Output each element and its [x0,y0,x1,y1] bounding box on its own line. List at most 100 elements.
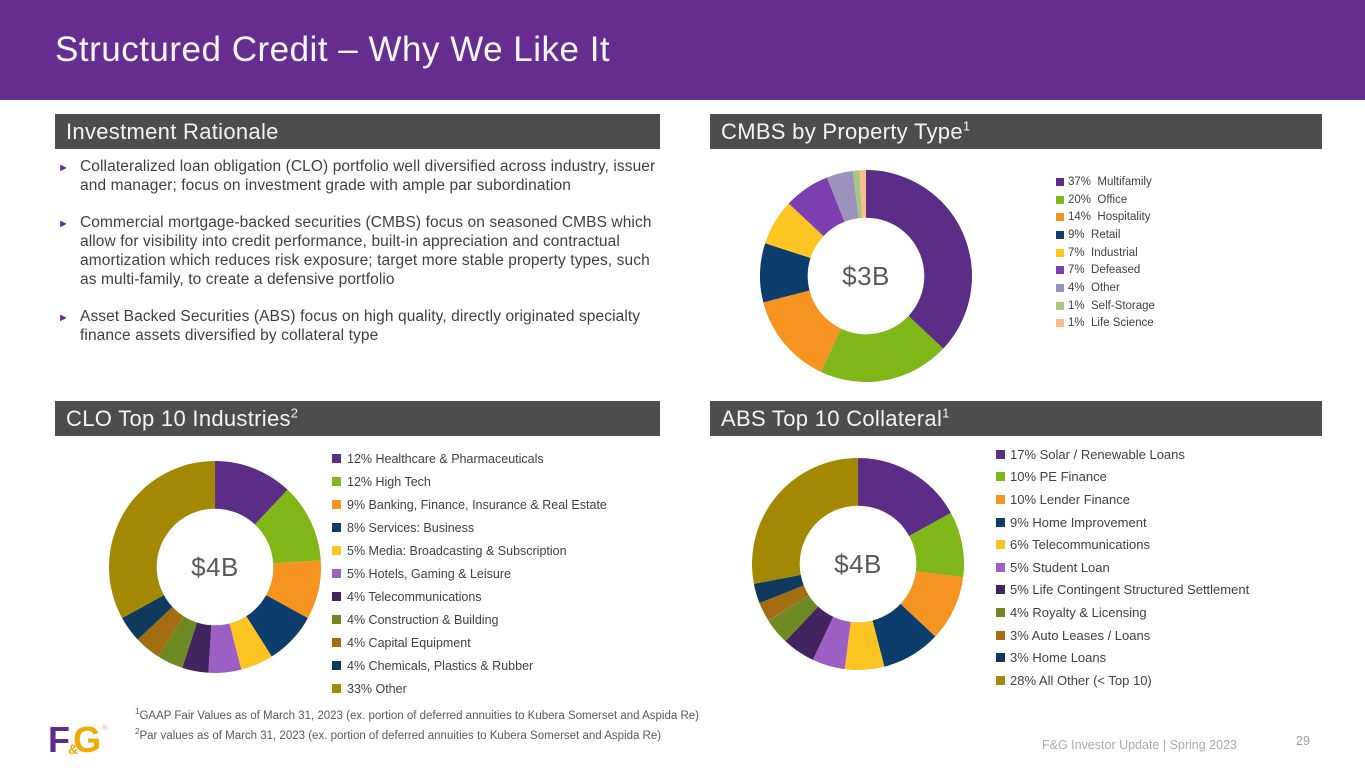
legend-item: 3% Home Loans [996,646,1249,669]
legend-swatch [332,684,341,693]
donut-slice-home-improvement [752,458,964,670]
legend-label: 8% Services: Business [347,520,475,535]
legend-label: 9% Home Improvement [1010,514,1147,530]
donut-slice-other [109,461,321,673]
legend-label: 6% Telecommunications [1010,537,1150,553]
donut-slice-multifamily [760,170,972,382]
legend-item: 10% Lender Finance [996,488,1249,511]
section-header-label: Investment Rationale [66,119,279,144]
donut-slice-construction-building [109,461,321,673]
bullet-item: ► Commercial mortgage-backed securities … [58,213,662,289]
footnote-marker: 2 [290,405,299,421]
legend-label: 3% Home Loans [1010,650,1107,666]
legend-swatch [996,472,1005,482]
cmbs-donut-chart: $3B [760,170,972,382]
registered-mark: ® [102,725,108,732]
legend-label: 9% Retail [1068,228,1121,241]
legend-item: 4% Telecommunications [332,585,607,608]
bullet-triangle-icon: ► [58,218,69,230]
footnote-marker: 2 [135,726,140,736]
legend-swatch [1056,195,1064,204]
legend-label: 17% Solar / Renewable Loans [1010,446,1185,462]
donut-slice-telecommunications [752,458,964,670]
legend-label: 14% Hospitality [1068,211,1151,224]
page-number: 29 [1296,734,1310,748]
legend-label: 1% Life Science [1068,317,1154,330]
legend-swatch [996,494,1005,504]
legend-swatch [1056,248,1064,257]
legend-label: 7% Industrial [1068,246,1138,259]
legend-swatch [332,661,341,670]
legend-item: 6% Telecommunications [996,533,1249,556]
legend-label: 37% Multifamily [1068,175,1152,188]
legend-label: 5% Hotels, Gaming & Leisure [347,566,511,581]
abs-legend: 17% Solar / Renewable Loans 10% PE Financ… [996,443,1249,692]
legend-label: 4% Capital Equipment [347,635,471,650]
legend-item: 4% Construction & Building [332,608,607,631]
legend-label: 12% Healthcare & Pharmaceuticals [347,451,544,466]
legend-item: 5% Hotels, Gaming & Leisure [332,562,607,585]
legend-item: 1% Life Science [1056,315,1155,333]
donut-slice-media-broadcasting-subscription [109,461,321,673]
section-header-cmbs: CMBS by Property Type1 [710,114,1322,149]
legend-label: 4% Construction & Building [347,612,499,627]
legend-item: 5% Life Contingent Structured Settlement [996,579,1249,602]
legend-label: 5% Student Loan [1010,559,1110,575]
legend-item: 5% Student Loan [996,556,1249,579]
donut-slice-lender-finance [752,458,964,670]
legend-swatch [332,615,341,624]
legend-item: 7% Industrial [1056,244,1155,262]
legend-swatch [1056,266,1064,275]
legend-item: 3% Auto Leases / Loans [996,624,1249,647]
legend-item: 4% Chemicals, Plastics & Rubber [332,654,607,677]
section-header-label: ABS Top 10 Collateral [721,406,943,431]
donut-slice-capital-equipment [109,461,321,673]
legend-item: 9% Banking, Finance, Insurance & Real Es… [332,493,607,516]
legend-label: 20% Office [1068,193,1128,206]
donut-slice-hotels-gaming-leisure [109,461,321,673]
donut-slice-self-storage [760,170,972,382]
legend-swatch [332,638,341,647]
legend-item: 4% Other [1056,279,1155,297]
legend-swatch [996,449,1005,459]
footnote-line: 1GAAP Fair Values as of March 31, 2023 (… [135,704,699,724]
donut-slice-chemicals-plastics-rubber [109,461,321,673]
footer-text: F&G Investor Update | Spring 2023 [1041,738,1237,752]
title-bar: Structured Credit – Why We Like It [0,0,1365,100]
legend-item: 20% Office [1056,191,1155,209]
legend-swatch [1056,177,1064,186]
legend-label: 10% Lender Finance [1010,491,1130,507]
footnotes: 1GAAP Fair Values as of March 31, 2023 (… [135,704,699,744]
legend-swatch [996,653,1005,663]
donut-slice-royalty-licensing [752,458,964,670]
legend-item: 10% PE Finance [996,466,1249,489]
bullet-triangle-icon: ► [58,312,69,324]
legend-swatch [996,562,1005,572]
legend-item: 4% Royalty & Licensing [996,601,1249,624]
legend-item: 7% Defeased [1056,261,1155,279]
section-header-abs: ABS Top 10 Collateral1 [710,401,1322,436]
cmbs-legend: 37% Multifamily 20% Office 14% Hospitality… [1056,173,1155,332]
legend-item: 9% Home Improvement [996,511,1249,534]
legend-item: 37% Multifamily [1056,173,1155,191]
legend-label: 9% Banking, Finance, Insurance & Real Es… [347,497,607,512]
bullet-text: Commercial mortgage-backed securities (C… [80,214,652,288]
legend-label: 10% PE Finance [1010,469,1107,485]
footnote-marker: 1 [942,405,950,421]
legend-item: 8% Services: Business [332,516,607,539]
logo-letter-g: G [73,719,102,760]
footnote-line: 2Par values as of March 31, 2023 (ex. po… [135,724,699,744]
donut-slice-high-tech [109,461,321,673]
legend-swatch [332,592,341,601]
legend-swatch [1056,213,1064,222]
section-header-investment-rationale: Investment Rationale [55,114,660,149]
footnote-text: GAAP Fair Values as of March 31, 2023 (e… [139,709,700,722]
legend-swatch [1056,301,1064,310]
legend-item: 14% Hospitality [1056,208,1155,226]
legend-swatch [332,500,341,509]
investment-rationale-bullets: ► Collateralized loan obligation (CLO) p… [58,157,662,363]
bullet-triangle-icon: ► [58,162,69,174]
donut-slice-all-other-top-10- [752,458,964,670]
legend-item: 9% Retail [1056,226,1155,244]
legend-label: 12% High Tech [347,474,431,489]
